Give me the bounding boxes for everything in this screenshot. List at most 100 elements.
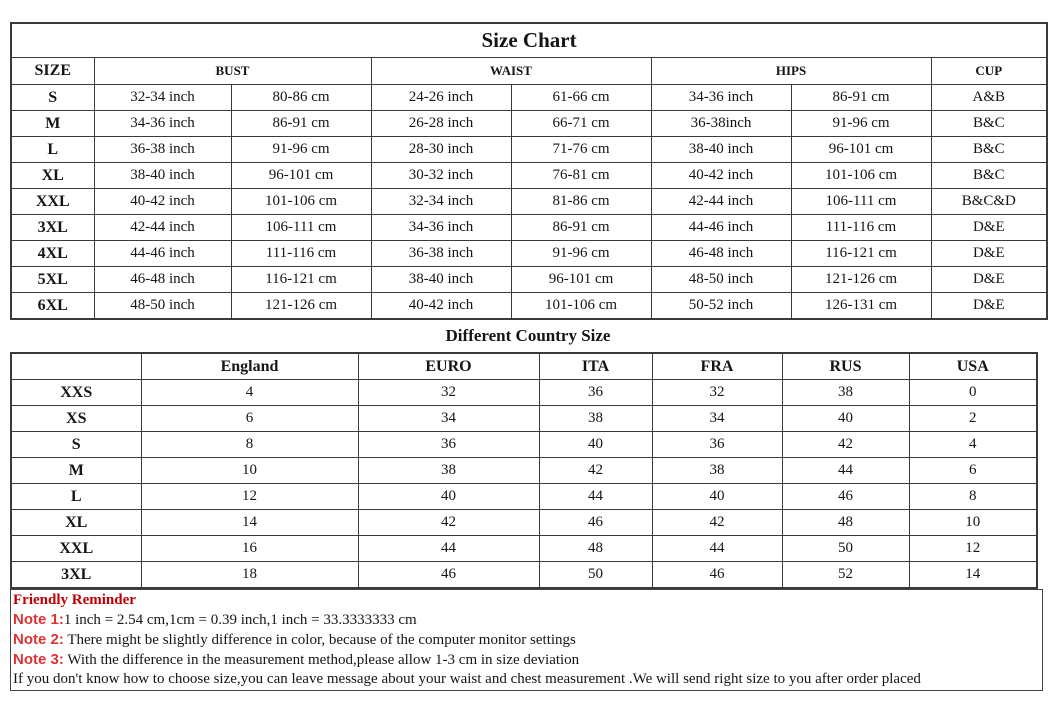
table-cell: 66-71 cm: [510, 110, 652, 137]
table-cell: 36: [357, 431, 540, 458]
table-cell: 40-42 inch: [93, 188, 232, 215]
row-size-label: XS: [10, 405, 142, 432]
table-cell: 101-106 cm: [510, 292, 652, 320]
table-cell: 46: [538, 509, 653, 536]
table-row: 3XL 18 46 50 46 52 14: [10, 561, 1038, 589]
table-cell: 40: [781, 405, 910, 432]
table-cell: 34-36 inch: [370, 214, 512, 241]
table-cell: 44: [651, 535, 783, 562]
table-cell: 96-101 cm: [230, 162, 372, 189]
table-cell: 40: [651, 483, 783, 510]
table-cell: 46: [651, 561, 783, 589]
table-cell: 8: [140, 431, 359, 458]
table-cell: 34: [357, 405, 540, 432]
note-1: Note 1:1 inch = 2.54 cm,1cm = 0.39 inch,…: [13, 610, 1042, 630]
table-cell: 4: [908, 431, 1038, 458]
table-cell: A&B: [930, 84, 1048, 111]
table-cell: 8: [908, 483, 1038, 510]
table-cell: 10: [140, 457, 359, 484]
size-chart-page: Size Chart SIZE BUST WAIST HIPS CUP S 32-…: [10, 22, 1049, 691]
friendly-reminder-heading: Friendly Reminder: [13, 592, 136, 608]
table-cell: 48-50 inch: [93, 292, 232, 320]
table-cell: D&E: [930, 240, 1048, 267]
table-cell: 42: [357, 509, 540, 536]
table-cell: 34-36 inch: [650, 84, 792, 111]
country-size-title: Different Country Size: [445, 326, 611, 345]
table-cell: 81-86 cm: [510, 188, 652, 215]
table-cell: 44-46 inch: [650, 214, 792, 241]
table-cell: 0: [908, 379, 1038, 406]
table-cell: 42: [538, 457, 653, 484]
col-header-cup: CUP: [930, 57, 1048, 85]
table-cell: 40: [538, 431, 653, 458]
table-cell: 32: [651, 379, 783, 406]
row-size-label: XXL: [10, 535, 142, 562]
table-row: S 32-34 inch 80-86 cm 24-26 inch 61-66 cm 34-…: [10, 84, 1048, 111]
table-cell: 38-40 inch: [370, 266, 512, 293]
table-cell: 44: [781, 457, 910, 484]
notes-footer: If you don't know how to choose size,you…: [13, 671, 921, 687]
table-cell: 6: [140, 405, 359, 432]
table-cell: B&C&D: [930, 188, 1048, 215]
table-cell: 40-42 inch: [370, 292, 512, 320]
note-1-label: Note 1:: [13, 611, 64, 628]
size-chart-title: Size Chart: [10, 22, 1048, 58]
table-cell: 86-91 cm: [790, 84, 932, 111]
col-header-waist: WAIST: [370, 57, 652, 85]
table-cell: 101-106 cm: [230, 188, 372, 215]
table-cell: 36: [538, 379, 653, 406]
col-header-hips: HIPS: [650, 57, 932, 85]
table-row: XL 14 42 46 42 48 10: [10, 509, 1038, 536]
table-cell: 38: [781, 379, 910, 406]
table-cell: 111-116 cm: [790, 214, 932, 241]
table-cell: 4: [140, 379, 359, 406]
table-cell: 34-36 inch: [93, 110, 232, 137]
table-row: 4XL 44-46 inch 111-116 cm 36-38 inch 91-96 c…: [10, 240, 1048, 267]
table-cell: 106-111 cm: [230, 214, 372, 241]
table-cell: 38: [357, 457, 540, 484]
table-cell: 50: [538, 561, 653, 589]
table-cell: 36-38 inch: [370, 240, 512, 267]
size-chart-table: Size Chart SIZE BUST WAIST HIPS CUP S 32-…: [10, 22, 1049, 320]
table-cell: D&E: [930, 214, 1048, 241]
row-size-label: XXL: [10, 188, 95, 215]
table-cell: 42-44 inch: [650, 188, 792, 215]
size-chart-header-row: SIZE BUST WAIST HIPS CUP: [10, 57, 1048, 85]
table-cell: 52: [781, 561, 910, 589]
table-cell: 38-40 inch: [93, 162, 232, 189]
table-cell: 76-81 cm: [510, 162, 652, 189]
row-size-label: XL: [10, 162, 95, 189]
table-row: XXS 4 32 36 32 38 0: [10, 379, 1038, 406]
table-cell: 48: [538, 535, 653, 562]
col-header-england: England: [140, 352, 359, 380]
table-cell: 86-91 cm: [230, 110, 372, 137]
table-row: 3XL 42-44 inch 106-111 cm 34-36 inch 86-91 c…: [10, 214, 1048, 241]
table-cell: 50-52 inch: [650, 292, 792, 320]
table-cell: 80-86 cm: [230, 84, 372, 111]
table-cell: 36-38 inch: [93, 136, 232, 163]
table-cell: 126-131 cm: [790, 292, 932, 320]
table-row: 5XL 46-48 inch 116-121 cm 38-40 inch 96-101 …: [10, 266, 1048, 293]
table-cell: 10: [908, 509, 1038, 536]
table-cell: 46-48 inch: [650, 240, 792, 267]
table-cell: 116-121 cm: [230, 266, 372, 293]
size-chart-title-row: Size Chart: [10, 22, 1048, 58]
table-cell: 14: [908, 561, 1038, 589]
note-3-text: With the difference in the measurement m…: [63, 652, 580, 668]
row-size-label: S: [10, 431, 142, 458]
table-cell: 50: [781, 535, 910, 562]
size-chart-body: S 32-34 inch 80-86 cm 24-26 inch 61-66 cm 34-…: [10, 84, 1048, 320]
country-size-header-row: England EURO ITA FRA RUS USA: [10, 352, 1038, 380]
table-cell: 42: [651, 509, 783, 536]
table-cell: 32: [357, 379, 540, 406]
table-row: XS 6 34 38 34 40 2: [10, 405, 1038, 432]
col-header-blank: [10, 352, 142, 380]
table-cell: 91-96 cm: [510, 240, 652, 267]
table-cell: 24-26 inch: [370, 84, 512, 111]
table-cell: 91-96 cm: [230, 136, 372, 163]
row-size-label: 4XL: [10, 240, 95, 267]
table-row: S 8 36 40 36 42 4: [10, 431, 1038, 458]
note-2: Note 2: There might be slightly differen…: [13, 630, 1042, 650]
table-cell: 121-126 cm: [230, 292, 372, 320]
row-size-label: 3XL: [10, 214, 95, 241]
